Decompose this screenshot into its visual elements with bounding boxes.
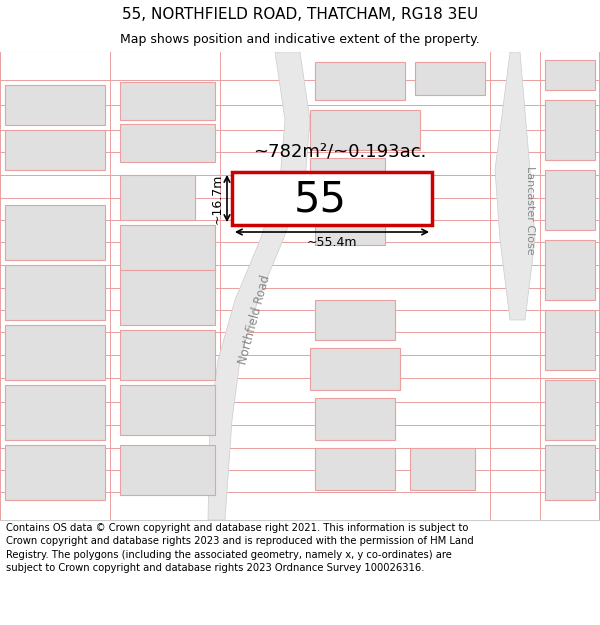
Bar xyxy=(315,62,405,100)
Polygon shape xyxy=(232,172,432,225)
Text: Map shows position and indicative extent of the property.: Map shows position and indicative extent… xyxy=(120,32,480,46)
Bar xyxy=(410,448,475,490)
Bar xyxy=(5,205,105,260)
Text: ~782m²/~0.193ac.: ~782m²/~0.193ac. xyxy=(253,142,427,160)
Bar xyxy=(120,445,215,495)
Polygon shape xyxy=(208,52,310,520)
Bar xyxy=(120,82,215,120)
Bar xyxy=(5,130,105,170)
Bar xyxy=(315,398,395,440)
Bar xyxy=(545,445,595,500)
Text: Lancaster Close: Lancaster Close xyxy=(525,166,535,254)
Bar xyxy=(310,348,400,390)
Text: 55: 55 xyxy=(293,179,347,221)
Bar xyxy=(5,265,105,320)
Bar xyxy=(545,60,595,90)
Text: Contains OS data © Crown copyright and database right 2021. This information is : Contains OS data © Crown copyright and d… xyxy=(6,523,474,572)
Bar xyxy=(120,270,215,325)
Bar xyxy=(545,100,595,160)
Bar xyxy=(545,380,595,440)
Text: ~55.4m: ~55.4m xyxy=(307,236,357,249)
Bar xyxy=(415,62,485,95)
Bar xyxy=(315,205,385,245)
Bar xyxy=(120,385,215,435)
Text: ~16.7m: ~16.7m xyxy=(211,173,224,224)
Polygon shape xyxy=(495,52,535,320)
Bar xyxy=(5,445,105,500)
Bar xyxy=(120,124,215,162)
Text: Northfield Road: Northfield Road xyxy=(237,274,273,366)
Bar xyxy=(5,385,105,440)
Bar xyxy=(310,158,385,198)
Bar xyxy=(5,85,105,125)
Bar xyxy=(310,110,420,150)
Bar xyxy=(120,225,215,270)
Bar xyxy=(315,300,395,340)
Bar xyxy=(545,240,595,300)
Text: 55, NORTHFIELD ROAD, THATCHAM, RG18 3EU: 55, NORTHFIELD ROAD, THATCHAM, RG18 3EU xyxy=(122,7,478,22)
Bar xyxy=(120,175,195,220)
Bar xyxy=(315,448,395,490)
Bar xyxy=(5,325,105,380)
Bar xyxy=(120,330,215,380)
Bar xyxy=(545,310,595,370)
Bar xyxy=(545,170,595,230)
